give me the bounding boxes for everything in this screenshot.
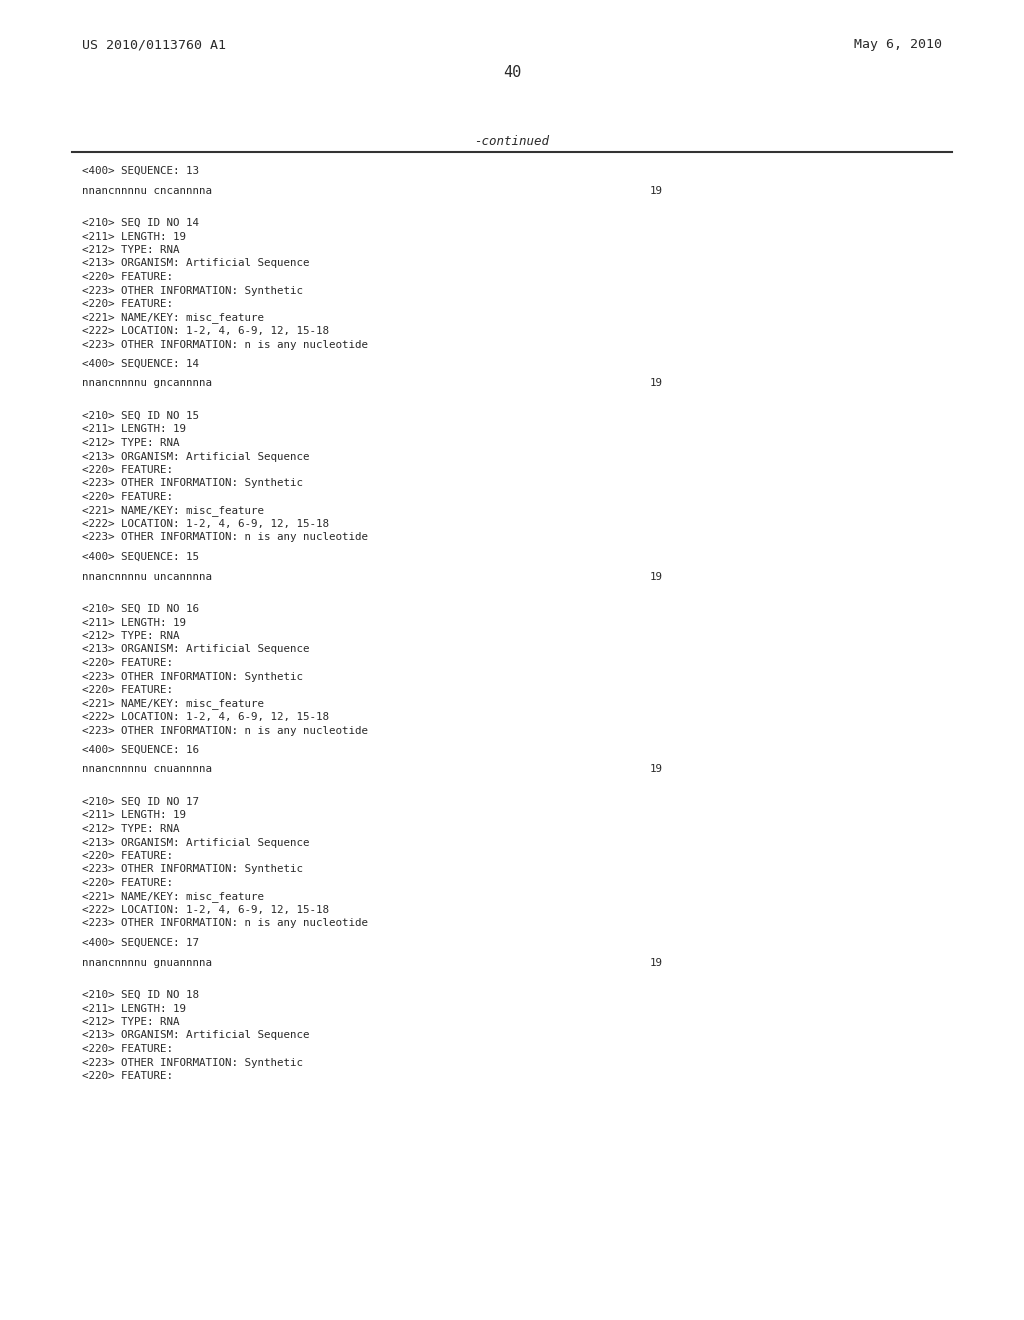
Text: <210> SEQ ID NO 16: <210> SEQ ID NO 16 <box>82 605 199 614</box>
Text: <400> SEQUENCE: 13: <400> SEQUENCE: 13 <box>82 166 199 176</box>
Text: <223> OTHER INFORMATION: Synthetic: <223> OTHER INFORMATION: Synthetic <box>82 672 303 681</box>
Text: <220> FEATURE:: <220> FEATURE: <box>82 465 173 475</box>
Text: <211> LENGTH: 19: <211> LENGTH: 19 <box>82 618 186 627</box>
Text: <211> LENGTH: 19: <211> LENGTH: 19 <box>82 810 186 821</box>
Text: <210> SEQ ID NO 18: <210> SEQ ID NO 18 <box>82 990 199 1001</box>
Text: <210> SEQ ID NO 14: <210> SEQ ID NO 14 <box>82 218 199 228</box>
Text: 19: 19 <box>650 572 663 582</box>
Text: <400> SEQUENCE: 14: <400> SEQUENCE: 14 <box>82 359 199 370</box>
Text: <212> TYPE: RNA: <212> TYPE: RNA <box>82 438 179 447</box>
Text: <220> FEATURE:: <220> FEATURE: <box>82 851 173 861</box>
Text: <212> TYPE: RNA: <212> TYPE: RNA <box>82 1016 179 1027</box>
Text: <220> FEATURE:: <220> FEATURE: <box>82 492 173 502</box>
Text: <400> SEQUENCE: 17: <400> SEQUENCE: 17 <box>82 939 199 948</box>
Text: -continued: -continued <box>474 135 550 148</box>
Text: <221> NAME/KEY: misc_feature: <221> NAME/KEY: misc_feature <box>82 891 264 903</box>
Text: <222> LOCATION: 1-2, 4, 6-9, 12, 15-18: <222> LOCATION: 1-2, 4, 6-9, 12, 15-18 <box>82 711 329 722</box>
Text: <213> ORGANISM: Artificial Sequence: <213> ORGANISM: Artificial Sequence <box>82 451 309 462</box>
Text: <221> NAME/KEY: misc_feature: <221> NAME/KEY: misc_feature <box>82 506 264 516</box>
Text: <210> SEQ ID NO 17: <210> SEQ ID NO 17 <box>82 797 199 807</box>
Text: <400> SEQUENCE: 16: <400> SEQUENCE: 16 <box>82 744 199 755</box>
Text: <223> OTHER INFORMATION: Synthetic: <223> OTHER INFORMATION: Synthetic <box>82 865 303 874</box>
Text: <223> OTHER INFORMATION: Synthetic: <223> OTHER INFORMATION: Synthetic <box>82 1057 303 1068</box>
Text: <220> FEATURE:: <220> FEATURE: <box>82 685 173 696</box>
Text: May 6, 2010: May 6, 2010 <box>854 38 942 51</box>
Text: <210> SEQ ID NO 15: <210> SEQ ID NO 15 <box>82 411 199 421</box>
Text: <223> OTHER INFORMATION: n is any nucleotide: <223> OTHER INFORMATION: n is any nucleo… <box>82 532 368 543</box>
Text: nnancnnnnu gncannnna: nnancnnnnu gncannnna <box>82 379 212 388</box>
Text: US 2010/0113760 A1: US 2010/0113760 A1 <box>82 38 226 51</box>
Text: <223> OTHER INFORMATION: n is any nucleotide: <223> OTHER INFORMATION: n is any nucleo… <box>82 919 368 928</box>
Text: <223> OTHER INFORMATION: Synthetic: <223> OTHER INFORMATION: Synthetic <box>82 479 303 488</box>
Text: <223> OTHER INFORMATION: n is any nucleotide: <223> OTHER INFORMATION: n is any nucleo… <box>82 339 368 350</box>
Text: <222> LOCATION: 1-2, 4, 6-9, 12, 15-18: <222> LOCATION: 1-2, 4, 6-9, 12, 15-18 <box>82 326 329 337</box>
Text: <400> SEQUENCE: 15: <400> SEQUENCE: 15 <box>82 552 199 562</box>
Text: <220> FEATURE:: <220> FEATURE: <box>82 272 173 282</box>
Text: <213> ORGANISM: Artificial Sequence: <213> ORGANISM: Artificial Sequence <box>82 644 309 655</box>
Text: nnancnnnnu uncannnna: nnancnnnnu uncannnna <box>82 572 212 582</box>
Text: <220> FEATURE:: <220> FEATURE: <box>82 1071 173 1081</box>
Text: <223> OTHER INFORMATION: n is any nucleotide: <223> OTHER INFORMATION: n is any nucleo… <box>82 726 368 735</box>
Text: <221> NAME/KEY: misc_feature: <221> NAME/KEY: misc_feature <box>82 698 264 709</box>
Text: <213> ORGANISM: Artificial Sequence: <213> ORGANISM: Artificial Sequence <box>82 1031 309 1040</box>
Text: 19: 19 <box>650 764 663 775</box>
Text: <220> FEATURE:: <220> FEATURE: <box>82 300 173 309</box>
Text: <212> TYPE: RNA: <212> TYPE: RNA <box>82 631 179 642</box>
Text: 19: 19 <box>650 957 663 968</box>
Text: 19: 19 <box>650 379 663 388</box>
Text: <211> LENGTH: 19: <211> LENGTH: 19 <box>82 231 186 242</box>
Text: <221> NAME/KEY: misc_feature: <221> NAME/KEY: misc_feature <box>82 313 264 323</box>
Text: <222> LOCATION: 1-2, 4, 6-9, 12, 15-18: <222> LOCATION: 1-2, 4, 6-9, 12, 15-18 <box>82 519 329 529</box>
Text: <220> FEATURE:: <220> FEATURE: <box>82 657 173 668</box>
Text: <222> LOCATION: 1-2, 4, 6-9, 12, 15-18: <222> LOCATION: 1-2, 4, 6-9, 12, 15-18 <box>82 906 329 915</box>
Text: nnancnnnnu gnuannnna: nnancnnnnu gnuannnna <box>82 957 212 968</box>
Text: <220> FEATURE:: <220> FEATURE: <box>82 1044 173 1053</box>
Text: <213> ORGANISM: Artificial Sequence: <213> ORGANISM: Artificial Sequence <box>82 259 309 268</box>
Text: nnancnnnnu cnuannnna: nnancnnnnu cnuannnna <box>82 764 212 775</box>
Text: <212> TYPE: RNA: <212> TYPE: RNA <box>82 824 179 834</box>
Text: <213> ORGANISM: Artificial Sequence: <213> ORGANISM: Artificial Sequence <box>82 837 309 847</box>
Text: <223> OTHER INFORMATION: Synthetic: <223> OTHER INFORMATION: Synthetic <box>82 285 303 296</box>
Text: 19: 19 <box>650 186 663 195</box>
Text: 40: 40 <box>503 65 521 81</box>
Text: <212> TYPE: RNA: <212> TYPE: RNA <box>82 246 179 255</box>
Text: <211> LENGTH: 19: <211> LENGTH: 19 <box>82 1003 186 1014</box>
Text: <211> LENGTH: 19: <211> LENGTH: 19 <box>82 425 186 434</box>
Text: <220> FEATURE:: <220> FEATURE: <box>82 878 173 888</box>
Text: nnancnnnnu cncannnna: nnancnnnnu cncannnna <box>82 186 212 195</box>
